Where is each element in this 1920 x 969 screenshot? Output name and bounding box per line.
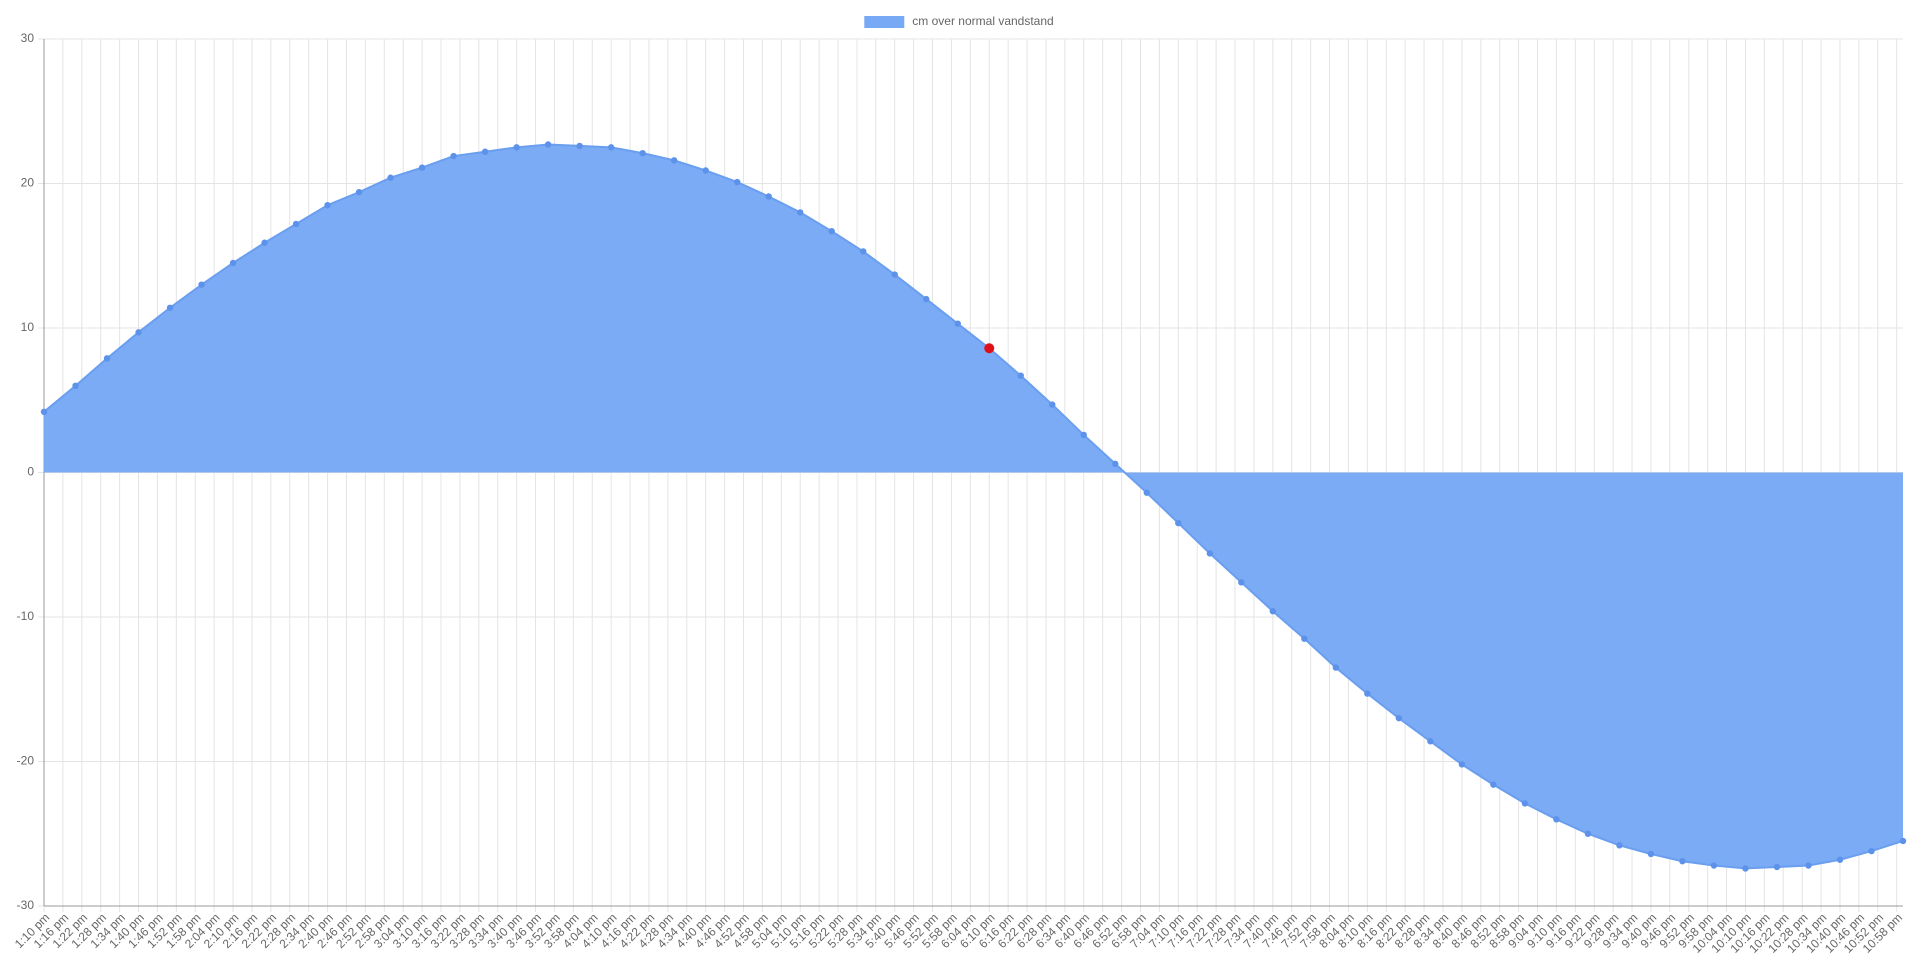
y-tick-label: -10: [17, 609, 35, 623]
y-tick-label: 20: [21, 176, 35, 190]
point: [387, 174, 394, 181]
point: [1175, 519, 1182, 527]
y-tick-label: 10: [21, 320, 35, 334]
point: [828, 227, 835, 235]
point: [1553, 816, 1560, 823]
point: [1395, 714, 1403, 722]
point: [576, 142, 583, 150]
point: [1521, 800, 1529, 807]
point: [1742, 865, 1749, 872]
point: [1868, 847, 1875, 855]
point: [923, 295, 930, 303]
point: [670, 157, 678, 164]
point: [481, 148, 489, 155]
point: [1899, 837, 1907, 845]
legend-label: cm over normal vandstand: [912, 14, 1053, 28]
point: [261, 239, 268, 246]
point: [135, 329, 142, 336]
point: [984, 343, 995, 354]
point: [1112, 460, 1119, 468]
point: [1269, 608, 1277, 615]
line: [43, 143, 1904, 870]
y-tick-label: -20: [17, 754, 35, 768]
point: [1679, 858, 1686, 865]
point: [40, 408, 48, 416]
point: [1805, 862, 1812, 869]
point: [166, 304, 174, 311]
point: [607, 144, 615, 151]
y-tick-label: 30: [21, 31, 35, 45]
point: [891, 271, 898, 278]
point: [702, 167, 709, 174]
point: [72, 382, 79, 389]
point: [1490, 781, 1497, 788]
point: [103, 355, 111, 362]
point: [1836, 856, 1844, 863]
point: [1710, 862, 1718, 869]
point: [797, 209, 804, 216]
point: [765, 193, 772, 200]
point: [418, 164, 426, 171]
point: [639, 149, 646, 157]
point: [513, 144, 520, 151]
point: [198, 281, 205, 288]
point: [1364, 690, 1371, 697]
point: [1332, 664, 1340, 671]
point: [1049, 401, 1056, 408]
point: [292, 220, 300, 228]
point: [1458, 761, 1466, 768]
point: [860, 248, 867, 255]
point: [1773, 863, 1781, 871]
point: [1584, 830, 1592, 837]
point: [1080, 431, 1087, 439]
legend-swatch: [864, 16, 905, 28]
point: [229, 259, 237, 267]
point: [1616, 842, 1623, 849]
point: [954, 320, 961, 327]
point: [1206, 550, 1214, 557]
point: [1647, 850, 1655, 858]
point: [1427, 738, 1434, 745]
point: [450, 152, 457, 160]
point: [1301, 635, 1308, 642]
y-tick-label: 0: [27, 465, 34, 479]
point: [1017, 372, 1024, 379]
point: [544, 141, 552, 148]
point: [733, 178, 741, 186]
point: [355, 188, 363, 196]
point: [1143, 489, 1150, 496]
y-tick-label: -30: [17, 898, 35, 912]
point: [324, 201, 331, 209]
area: [44, 144, 1903, 869]
point: [1238, 579, 1245, 586]
